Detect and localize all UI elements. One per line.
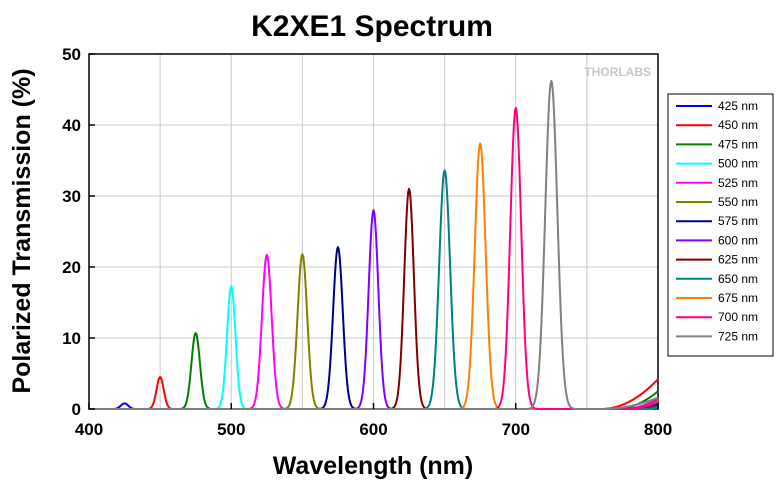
y-tick-label: 10 <box>62 329 81 348</box>
x-tick-label: 500 <box>217 420 245 439</box>
x-axis-label: Wavelength (nm) <box>273 452 473 480</box>
legend-entry-label: 475 nm <box>718 137 758 151</box>
legend-entry-label: 450 nm <box>718 118 758 132</box>
y-tick-label: 30 <box>62 187 81 206</box>
y-tick-label: 0 <box>72 400 81 419</box>
legend-entry-label: 425 nm <box>718 99 758 113</box>
legend: 425 nm 450 nm 475 nm 500 nm 525 nm 550 nm 575 … <box>667 93 774 357</box>
legend-entry-label: 575 nm <box>718 214 758 228</box>
x-tick-label: 600 <box>359 420 387 439</box>
legend-entry-label: 600 nm <box>718 233 758 247</box>
legend-entry-label: 650 nm <box>718 272 758 286</box>
legend-entry-label: 675 nm <box>718 291 758 305</box>
axis-ticks: 400 500 600 700 800 0 10 20 30 40 50 <box>62 45 672 439</box>
x-tick-label: 400 <box>75 420 103 439</box>
y-tick-label: 40 <box>62 116 81 135</box>
y-axis-label: Polarized Transmission (%) <box>8 68 36 393</box>
legend-entry-label: 725 nm <box>718 329 758 343</box>
grid <box>89 54 658 409</box>
x-tick-label: 800 <box>644 420 672 439</box>
x-tick-label: 700 <box>502 420 530 439</box>
thorlabs-watermark: THORLABS <box>584 65 651 79</box>
legend-entry-label: 500 nm <box>718 157 758 171</box>
y-tick-label: 50 <box>62 45 81 64</box>
y-tick-label: 20 <box>62 258 81 277</box>
legend-entry-label: 700 nm <box>718 310 758 324</box>
legend-entry-label: 525 nm <box>718 176 758 190</box>
legend-entry-label: 625 nm <box>718 253 758 267</box>
legend-entry-label: 550 nm <box>718 195 758 209</box>
chart-title: K2XE1 Spectrum <box>251 10 493 43</box>
legend-box <box>667 93 774 357</box>
